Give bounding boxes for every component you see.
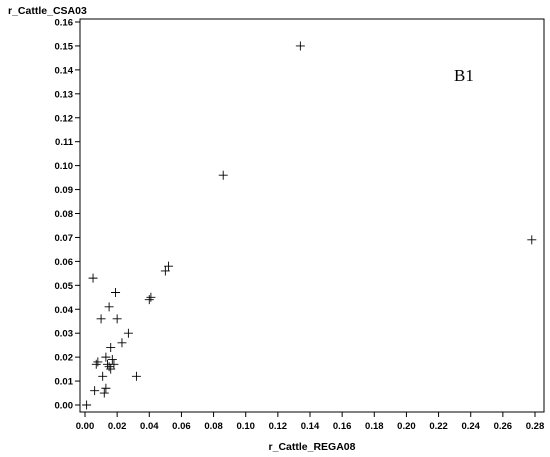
x-tick-label: 0.24 bbox=[461, 421, 480, 432]
scatter-point bbox=[93, 357, 103, 367]
panel-label: B1 bbox=[454, 66, 474, 85]
y-tick-label: 0.08 bbox=[55, 209, 74, 220]
y-tick-label: 0.10 bbox=[55, 161, 74, 172]
y-tick-label: 0.05 bbox=[55, 281, 74, 292]
y-axis: 0.00 0.01 0.02 0.03 0.04 0.05 0.06 0.07 0.08 0.09… bbox=[55, 18, 80, 412]
x-tick-label: 0.14 bbox=[301, 421, 320, 432]
x-tick-label: 0.08 bbox=[204, 421, 223, 432]
x-tick-label: 0.18 bbox=[365, 421, 384, 432]
x-tick-label: 0.26 bbox=[494, 421, 513, 432]
scatter-point bbox=[107, 355, 117, 365]
y-tick-label: 0.09 bbox=[55, 185, 74, 196]
scatter-point bbox=[164, 261, 174, 271]
scatter-point bbox=[90, 386, 100, 396]
x-tick-label: 0.12 bbox=[269, 421, 288, 432]
scatter-point bbox=[106, 364, 116, 374]
scatter-point bbox=[98, 371, 108, 381]
x-tick-label: 0.06 bbox=[172, 421, 191, 432]
y-tick-label: 0.06 bbox=[55, 257, 74, 268]
y-axis-title: r_Cattle_CSA03 bbox=[8, 5, 87, 17]
x-tick-label: 0.10 bbox=[236, 421, 255, 432]
scatter-point bbox=[111, 287, 121, 297]
y-tick-label: 0.11 bbox=[55, 137, 74, 148]
scatter-point bbox=[104, 302, 114, 312]
scatter-point bbox=[131, 371, 141, 381]
scatter-point bbox=[144, 295, 154, 305]
y-tick-label: 0.13 bbox=[55, 89, 74, 100]
x-tick-label: 0.22 bbox=[429, 421, 448, 432]
y-tick-label: 0.16 bbox=[55, 18, 74, 29]
y-tick-label: 0.15 bbox=[55, 41, 74, 52]
x-axis-title: r_Cattle_REGA08 bbox=[269, 441, 356, 453]
x-axis: 0.00 0.02 0.04 0.06 0.08 0.10 0.12 0.14 0.16 0.18… bbox=[76, 412, 545, 432]
plot-frame bbox=[79, 18, 545, 413]
scatter-point bbox=[218, 170, 228, 180]
y-tick-label: 0.04 bbox=[55, 305, 74, 316]
scatter-point bbox=[91, 359, 101, 369]
scatter-point bbox=[88, 273, 98, 283]
scatter-point bbox=[117, 338, 127, 348]
x-tick-label: 0.00 bbox=[76, 421, 95, 432]
y-tick-label: 0.07 bbox=[55, 233, 74, 244]
scatter-point bbox=[123, 328, 133, 338]
scatter-point bbox=[106, 343, 116, 353]
scatter-point bbox=[112, 314, 122, 324]
y-tick-label: 0.12 bbox=[55, 113, 74, 124]
x-tick-label: 0.16 bbox=[333, 421, 352, 432]
y-tick-label: 0.14 bbox=[55, 65, 74, 76]
scatter-point bbox=[104, 362, 114, 372]
data-points bbox=[82, 41, 537, 410]
x-tick-label: 0.20 bbox=[397, 421, 416, 432]
scatter-point bbox=[82, 400, 92, 410]
x-tick-label: 0.28 bbox=[526, 421, 545, 432]
scatter-point bbox=[99, 388, 109, 398]
x-tick-label: 0.02 bbox=[108, 421, 127, 432]
y-tick-label: 0.01 bbox=[55, 377, 74, 388]
y-tick-label: 0.02 bbox=[55, 353, 74, 364]
scatter-point bbox=[96, 314, 106, 324]
scatter-point bbox=[109, 359, 119, 369]
scatter-point bbox=[160, 266, 170, 276]
y-tick-label: 0.03 bbox=[55, 329, 74, 340]
y-tick-label: 0.00 bbox=[55, 401, 74, 412]
scatter-point bbox=[527, 235, 537, 245]
scatter-point bbox=[295, 41, 305, 51]
scatter-point bbox=[101, 383, 111, 393]
x-tick-label: 0.04 bbox=[140, 421, 159, 432]
scatter-point bbox=[101, 352, 111, 362]
scatter-point bbox=[146, 292, 156, 302]
